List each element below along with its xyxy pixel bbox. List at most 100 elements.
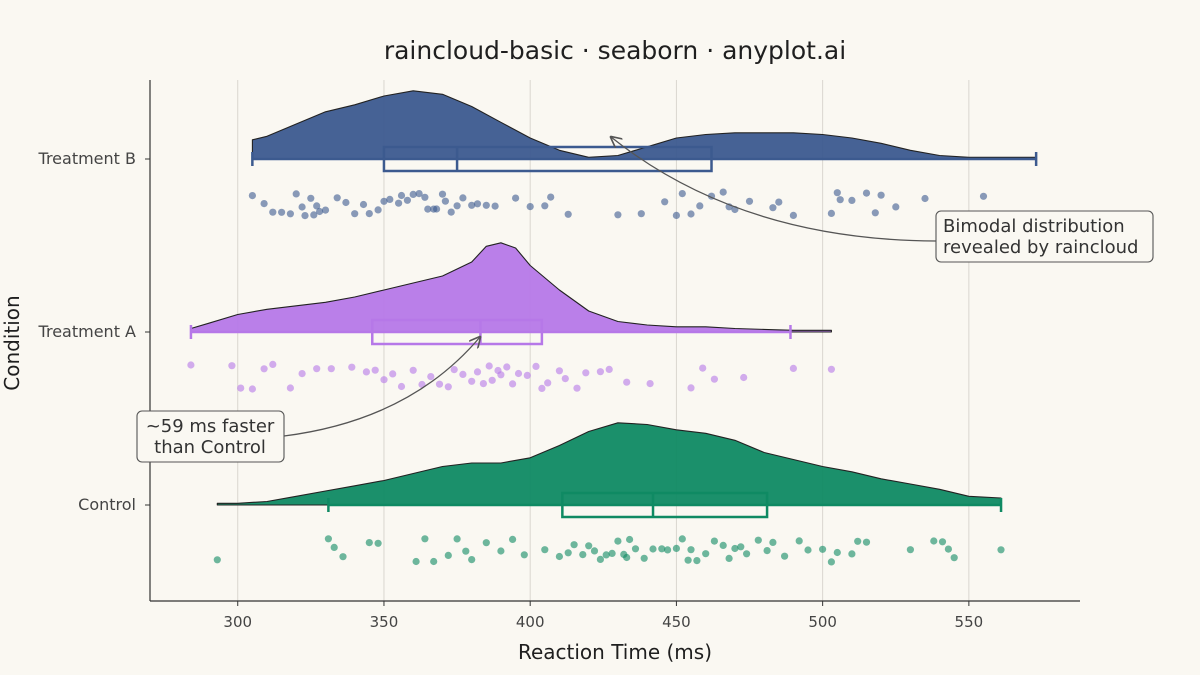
data-point	[348, 363, 356, 371]
data-point	[684, 556, 692, 564]
data-point	[497, 371, 505, 379]
data-point	[687, 384, 695, 392]
data-point	[488, 376, 496, 384]
data-point	[775, 198, 783, 206]
data-point	[781, 552, 789, 560]
data-point	[769, 538, 777, 547]
data-point	[754, 536, 762, 544]
series-treatment-b	[248, 90, 1040, 220]
data-point	[351, 210, 359, 218]
data-point	[687, 546, 695, 554]
data-point	[710, 375, 719, 383]
data-point	[631, 545, 640, 553]
annotation-arrow	[611, 137, 937, 242]
data-point	[330, 543, 338, 552]
data-point	[433, 205, 441, 213]
data-point	[511, 194, 520, 202]
data-point	[626, 535, 634, 544]
data-point	[541, 202, 549, 210]
data-point	[327, 365, 335, 373]
data-point	[508, 535, 517, 544]
x-tick-label: 400	[516, 613, 545, 631]
data-point	[906, 546, 915, 554]
data-point	[298, 370, 306, 378]
data-point	[862, 189, 871, 197]
data-point	[789, 211, 798, 219]
data-point	[547, 193, 555, 201]
data-point	[614, 537, 622, 545]
data-point	[544, 379, 552, 387]
data-point	[380, 197, 388, 205]
data-point	[731, 544, 739, 553]
data-point	[459, 194, 467, 202]
data-point	[649, 545, 657, 553]
data-point	[409, 366, 417, 374]
y-tick-label: Treatment A	[38, 322, 137, 341]
data-point	[877, 191, 885, 199]
data-point	[573, 384, 581, 392]
data-point	[640, 554, 648, 562]
data-point	[403, 196, 411, 204]
data-point	[374, 539, 382, 547]
data-point	[508, 380, 517, 388]
annotation-text: ~59 ms faster	[146, 416, 275, 437]
data-point	[664, 546, 672, 554]
data-point	[602, 551, 610, 559]
data-point	[453, 535, 461, 543]
series-treatment-a	[187, 242, 836, 393]
data-point	[260, 200, 268, 208]
data-point	[836, 196, 844, 204]
data-point	[596, 368, 605, 376]
data-point	[248, 192, 256, 200]
data-point	[892, 203, 900, 211]
annotation-text: revealed by raincloud	[943, 237, 1138, 258]
data-point	[301, 212, 309, 220]
data-point	[833, 548, 841, 557]
data-point	[795, 537, 803, 545]
data-point	[979, 192, 988, 200]
data-point	[944, 545, 953, 553]
data-point	[316, 207, 324, 216]
data-point	[541, 546, 549, 554]
data-point	[538, 384, 546, 392]
data-point	[412, 557, 420, 566]
annotation-arrow	[283, 337, 480, 437]
data-point	[269, 208, 277, 216]
data-point	[482, 201, 490, 209]
data-point	[938, 538, 947, 546]
data-point	[424, 205, 432, 213]
data-point	[520, 551, 528, 559]
data-point	[590, 547, 599, 555]
data-point	[871, 209, 879, 217]
data-point	[269, 360, 277, 368]
data-point	[468, 556, 476, 564]
data-point	[447, 208, 455, 216]
data-point	[526, 203, 534, 211]
data-point	[570, 541, 578, 549]
data-point	[637, 210, 645, 218]
data-point	[310, 211, 318, 219]
data-point	[833, 189, 841, 197]
data-point	[459, 370, 467, 378]
data-point	[395, 199, 403, 207]
data-point	[421, 193, 429, 201]
data-point	[678, 535, 686, 543]
data-point	[725, 554, 733, 563]
data-point	[468, 201, 476, 209]
data-point	[292, 190, 300, 198]
data-point	[430, 557, 438, 566]
data-point	[286, 210, 294, 218]
data-point	[453, 202, 461, 210]
data-point	[827, 365, 836, 373]
data-point	[397, 382, 406, 391]
data-point	[921, 194, 929, 203]
data-point	[848, 196, 856, 204]
data-point	[365, 539, 373, 547]
data-point	[862, 538, 871, 546]
data-point	[298, 203, 306, 211]
data-point	[278, 208, 286, 216]
data-point	[672, 544, 681, 553]
data-point	[438, 190, 447, 198]
